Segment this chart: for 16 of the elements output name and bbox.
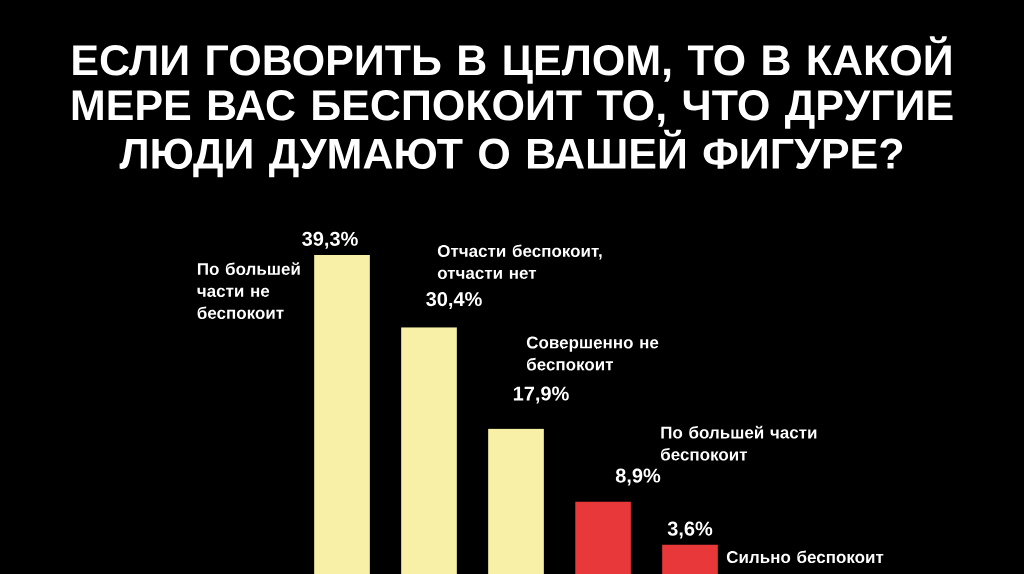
data-label: 3,6% [667, 521, 713, 539]
bar [575, 501, 631, 574]
data-label: 39,3% [302, 231, 358, 249]
annotation: По большей части беспокоит [660, 425, 817, 461]
bar [401, 327, 457, 574]
annotation: Отчасти беспокоит, отчасти нет [437, 244, 602, 280]
bar [662, 544, 718, 574]
annotation: Совершенно не беспокоит [526, 336, 659, 371]
bar [488, 428, 544, 574]
annotation: По большей части не беспокоит [197, 262, 300, 320]
data-label: 17,9% [513, 386, 569, 404]
bar [314, 255, 370, 574]
data-label: 8,9% [615, 468, 661, 486]
chart-title: ЕСЛИ ГОВОРИТЬ В ЦЕЛОМ, ТО В КАКОЙ МЕРЕ ВАС БЕСПОКОИТ ТО, ЧТО ДРУГИЕ ЛЮДИ ДУМАЮТ О ВАШЕЙ ФИГУРЕ? [72, 36, 953, 178]
data-label: 30,4% [426, 291, 482, 310]
annotation: Сильно беспокоит [726, 550, 884, 564]
